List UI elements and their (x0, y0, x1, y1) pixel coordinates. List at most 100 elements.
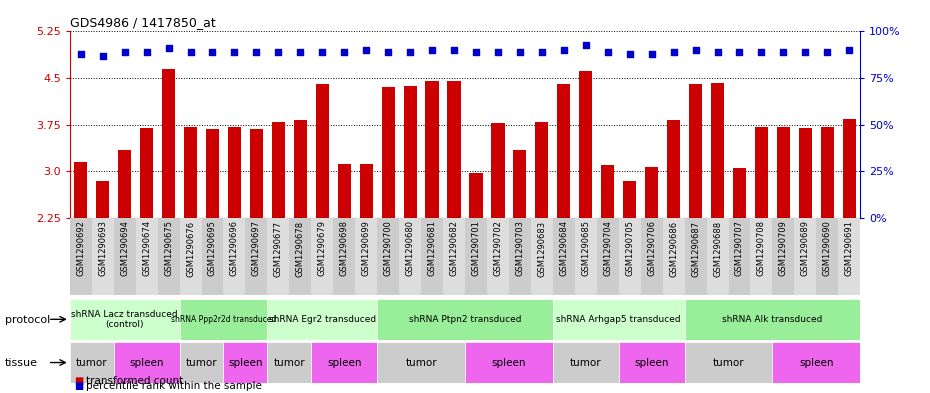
Bar (728, 218, 751, 295)
Text: GSM1290680: GSM1290680 (405, 220, 415, 276)
Bar (404, 86, 417, 218)
Text: spleen: spleen (492, 358, 526, 367)
Bar (333, 218, 355, 295)
Point (403, 49, 418, 55)
Bar (838, 218, 860, 295)
Bar (513, 150, 526, 218)
Text: tumor: tumor (570, 358, 602, 367)
Bar (799, 128, 812, 218)
Bar (267, 218, 289, 295)
Text: GSM1290706: GSM1290706 (647, 220, 657, 276)
Text: GSM1290708: GSM1290708 (757, 220, 766, 276)
Text: spleen: spleen (634, 358, 669, 367)
Text: GSM1290704: GSM1290704 (604, 220, 612, 276)
Bar (136, 218, 157, 295)
Bar (552, 218, 575, 295)
Text: GSM1290687: GSM1290687 (691, 220, 700, 277)
Bar (250, 129, 263, 218)
Bar (711, 83, 724, 218)
Bar (843, 119, 856, 218)
Text: spleen: spleen (228, 358, 262, 367)
Point (732, 49, 747, 55)
Text: GSM1290682: GSM1290682 (449, 220, 458, 276)
Point (315, 49, 330, 55)
Bar (421, 218, 443, 295)
Bar (755, 127, 768, 218)
Bar (355, 218, 378, 295)
Bar (223, 342, 268, 383)
Point (622, 51, 637, 57)
Bar (817, 218, 838, 295)
Point (205, 49, 219, 55)
Bar (312, 342, 378, 383)
Text: GSM1290709: GSM1290709 (779, 220, 788, 276)
Point (73, 51, 88, 57)
Text: shRNA Ppp2r2d transduced: shRNA Ppp2r2d transduced (171, 315, 276, 324)
Bar (684, 218, 707, 295)
Text: GSM1290700: GSM1290700 (384, 220, 392, 276)
Bar (684, 299, 860, 340)
Point (754, 49, 769, 55)
Bar (113, 218, 136, 295)
Bar (689, 84, 702, 218)
Bar (601, 165, 615, 218)
Bar (465, 218, 487, 295)
Point (337, 49, 352, 55)
Text: percentile rank within the sample: percentile rank within the sample (86, 381, 262, 391)
Text: ■: ■ (74, 381, 84, 391)
Text: GSM1290678: GSM1290678 (296, 220, 305, 277)
Bar (118, 150, 131, 218)
Bar (618, 218, 641, 295)
Point (271, 49, 286, 55)
Text: GSM1290702: GSM1290702 (494, 220, 502, 276)
Bar (360, 164, 373, 218)
Bar (552, 299, 684, 340)
Point (578, 41, 593, 48)
Text: GSM1290695: GSM1290695 (208, 220, 217, 276)
Bar (179, 342, 223, 383)
Point (380, 49, 395, 55)
Bar (662, 218, 684, 295)
Bar (338, 164, 351, 218)
Text: spleen: spleen (799, 358, 833, 367)
Bar (470, 173, 483, 218)
Text: tumor: tumor (186, 358, 218, 367)
Text: GSM1290674: GSM1290674 (142, 220, 151, 276)
Bar (443, 218, 465, 295)
Bar (623, 181, 636, 218)
Point (183, 49, 198, 55)
Text: GSM1290698: GSM1290698 (339, 220, 349, 276)
Bar (820, 127, 834, 218)
Point (140, 49, 154, 55)
Bar (70, 342, 113, 383)
Bar (267, 299, 378, 340)
Bar (113, 342, 179, 383)
Point (535, 49, 550, 55)
Bar (447, 81, 460, 218)
Text: GSM1290696: GSM1290696 (230, 220, 239, 276)
Bar (228, 127, 241, 218)
Text: shRNA Egr2 transduced: shRNA Egr2 transduced (269, 315, 376, 324)
Point (711, 49, 725, 55)
Text: shRNA Alk transduced: shRNA Alk transduced (723, 315, 823, 324)
Bar (777, 127, 790, 218)
Text: spleen: spleen (327, 358, 362, 367)
Bar (491, 123, 504, 218)
Bar (645, 167, 658, 218)
Point (95, 53, 110, 59)
Bar (162, 69, 175, 218)
Text: GSM1290705: GSM1290705 (625, 220, 634, 276)
Text: GSM1290701: GSM1290701 (472, 220, 481, 276)
Bar (465, 342, 552, 383)
Bar (707, 218, 728, 295)
Bar (733, 168, 746, 218)
Bar (92, 218, 113, 295)
Bar (267, 342, 312, 383)
Bar (531, 218, 552, 295)
Bar (552, 342, 618, 383)
Bar (641, 218, 662, 295)
Point (490, 49, 505, 55)
Bar (70, 218, 92, 295)
Point (469, 49, 484, 55)
Point (776, 49, 790, 55)
